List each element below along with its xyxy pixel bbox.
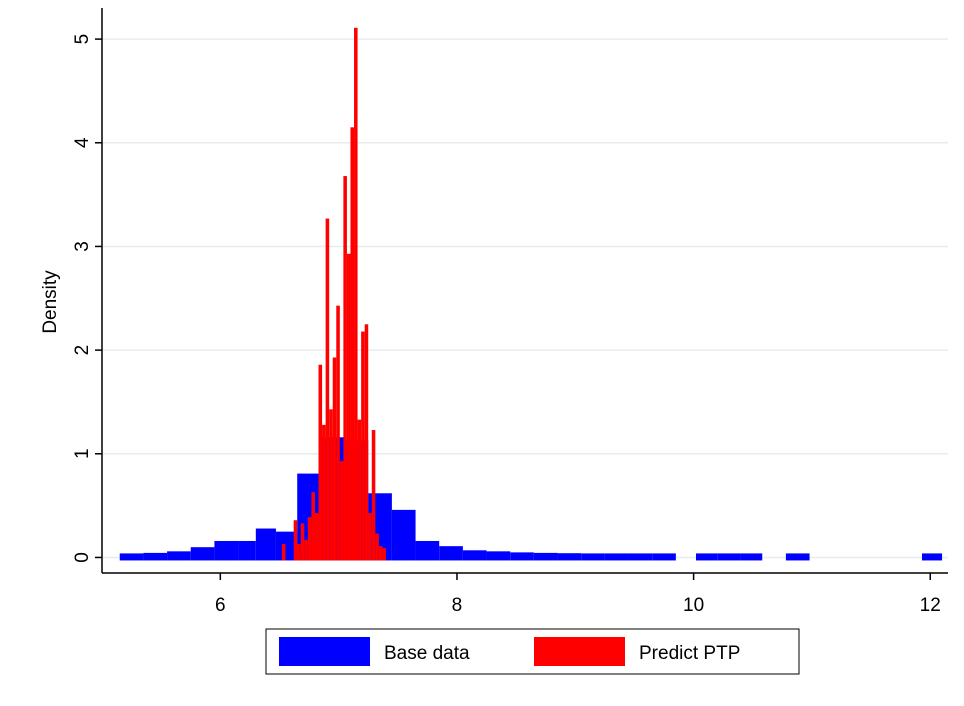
predict-ptp-bar [314,512,319,561]
predict-ptp-bar [300,523,305,561]
predict-ptp-bar [350,127,355,561]
predict-ptp-bar [318,364,323,561]
base-data-bar [581,553,605,561]
predict-ptp-bar [325,218,330,561]
base-data-bar [652,553,676,561]
legend: Base data Predict PTP [265,628,800,675]
x-tick-label: 10 [683,595,704,616]
predict-ptp-bar [336,305,340,561]
predict-ptp-bar [378,546,383,561]
base-data-bar [486,551,511,561]
predict-ptp-bar [297,544,301,561]
y-tick-label: 3 [72,241,93,252]
predict-ptp-bar [293,520,298,561]
base-data-bar [921,553,943,561]
base-data-bar [275,531,298,561]
x-tick-label: 8 [452,595,463,616]
predict-ptp-bar [354,27,358,561]
base-data-bar [557,553,582,561]
predict-ptp-bar [375,533,379,561]
y-tick-label: 2 [72,345,93,356]
predict-ptp-bar [343,176,347,561]
legend-label-predict-ptp: Predict PTP [639,643,740,664]
predict-ptp-bar [307,517,312,561]
predict-ptp-bar [332,357,337,561]
legend-swatch-base-data [279,637,370,666]
predict-ptp-bar [339,461,344,561]
predict-ptp-bar [364,324,369,561]
predict-ptp-bar [304,539,308,561]
predict-ptp-bar [368,512,372,561]
base-data-bar [143,552,168,561]
axes [101,8,948,574]
predict-ptp-bar [357,419,362,561]
base-data-bar [119,553,144,561]
legend-swatch-predict-ptp [534,637,625,666]
predict-ptp-bar [382,548,386,561]
y-tick-label: 0 [72,552,93,563]
base-data-bar [604,553,629,561]
predict-ptp-bars [281,27,386,561]
predict-ptp-bar [361,331,365,561]
base-data-bar [214,540,239,561]
base-data-bar [238,540,256,561]
y-tick-label: 5 [72,34,93,45]
predict-ptp-bar [346,253,351,561]
y-tick-label: 1 [72,448,93,459]
predict-ptp-bar [329,409,333,561]
base-data-bar [255,528,276,561]
base-data-bar [391,509,416,561]
base-data-bar [785,553,810,561]
predict-ptp-bar [371,430,376,561]
y-axis-ticks: 0 1 2 3 4 5 [72,34,102,563]
predict-ptp-bar [311,492,315,561]
base-data-bar [462,550,487,561]
base-data-bar [167,551,191,561]
x-axis-ticks: 6 8 10 12 [215,573,941,616]
predict-ptp-bar [281,544,286,561]
x-tick-label: 12 [920,595,941,616]
base-data-bar [628,553,653,561]
legend-label-base-data: Base data [384,643,470,664]
base-data-bar [510,552,534,561]
base-data-bar [740,553,763,561]
base-data-bar [415,540,440,561]
x-tick-label: 6 [215,595,226,616]
base-data-bar [695,553,718,561]
base-data-bar [533,552,558,561]
predict-ptp-bar [322,424,326,561]
base-data-bar [717,553,741,561]
base-data-bar [439,546,463,561]
y-tick-label: 4 [72,137,93,148]
y-axis-title: Density [40,270,61,334]
base-data-bar [190,547,215,561]
